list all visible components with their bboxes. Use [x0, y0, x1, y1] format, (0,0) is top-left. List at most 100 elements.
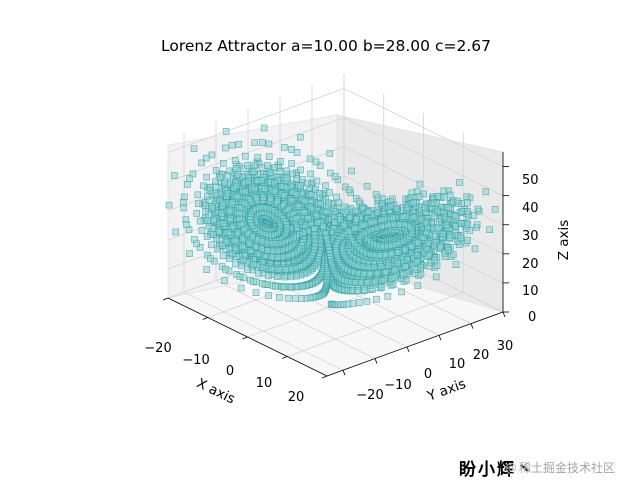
data-point: [289, 197, 296, 204]
data-point: [208, 241, 215, 249]
data-point: [434, 193, 441, 200]
data-point: [378, 223, 386, 230]
data-point: [316, 189, 323, 197]
data-point: [227, 215, 234, 222]
data-point: [435, 218, 443, 226]
data-point: [273, 273, 281, 281]
data-point: [244, 162, 251, 169]
x-tick: [202, 317, 208, 320]
data-point: [326, 189, 333, 196]
data-point: [440, 187, 448, 195]
data-point: [289, 170, 296, 178]
data-point: [308, 205, 316, 213]
data-point: [283, 184, 290, 192]
data-point: [486, 226, 494, 233]
grid-line: [343, 117, 504, 196]
data-point: [296, 133, 304, 141]
data-point: [297, 295, 305, 302]
data-point: [275, 293, 283, 301]
data-point: [277, 158, 284, 165]
data-point: [274, 254, 281, 261]
data-point: [258, 139, 266, 146]
data-point: [242, 187, 249, 195]
data-point: [431, 233, 439, 240]
data-point: [232, 260, 239, 268]
x-tick-labels: −20 −10 0 10 20: [144, 341, 304, 405]
data-point: [220, 220, 227, 227]
data-point: [251, 161, 259, 169]
data-point: [433, 207, 441, 215]
data-point: [282, 266, 289, 273]
data-point: [374, 194, 382, 202]
data-point: [183, 221, 190, 228]
data-point: [265, 272, 272, 279]
data-point: [195, 200, 202, 207]
data-point: [352, 207, 360, 215]
chart-title: Lorenz Attractor a=10.00 b=28.00 c=2.67: [161, 37, 491, 55]
data-point: [206, 187, 214, 194]
data-point: [333, 193, 340, 201]
data-point: [283, 174, 291, 182]
data-point: [441, 213, 448, 221]
data-point: [331, 208, 339, 215]
data-point: [228, 141, 236, 149]
data-point: [233, 182, 241, 190]
data-point: [313, 212, 321, 220]
data-point: [391, 274, 399, 281]
data-point: [287, 273, 295, 281]
data-point: [452, 261, 460, 269]
grid-line: [167, 88, 345, 153]
data-point: [196, 244, 204, 251]
data-point: [312, 186, 319, 193]
data-point: [456, 179, 463, 186]
data-point: [221, 277, 228, 284]
data-point: [293, 149, 301, 156]
x-tick-label: 10: [256, 376, 273, 391]
data-point: [240, 165, 247, 172]
data-point: [414, 282, 422, 290]
data-point: [357, 279, 365, 287]
data-point: [345, 186, 353, 194]
data-point: [245, 178, 252, 185]
data-point: [385, 262, 393, 269]
data-point: [251, 185, 259, 193]
data-point: [232, 165, 240, 172]
data-point: [415, 193, 423, 200]
data-point: [207, 255, 214, 262]
y-tick-label: 0: [424, 367, 432, 382]
data-point: [198, 227, 206, 234]
data-point: [193, 240, 200, 248]
data-point: [212, 167, 220, 174]
data-point: [261, 252, 269, 260]
data-point: [304, 179, 311, 187]
x-tick-label: 0: [226, 364, 234, 379]
z-tick-label: 10: [522, 284, 539, 299]
data-point: [464, 237, 471, 244]
z-tick-label: 30: [522, 229, 539, 244]
data-point: [171, 172, 178, 179]
data-point: [222, 265, 229, 273]
y-tick: [374, 358, 378, 364]
data-point: [254, 154, 262, 161]
data-point: [193, 210, 200, 217]
data-point: [449, 251, 457, 258]
data-point: [403, 270, 411, 277]
data-point: [239, 242, 246, 250]
y-tick-label: 30: [497, 339, 514, 354]
data-point: [354, 287, 362, 294]
y-tick-label: 10: [449, 357, 466, 372]
data-point: [261, 185, 269, 193]
data-point: [268, 253, 275, 261]
scatter-markers: [165, 124, 499, 309]
data-point: [378, 200, 386, 207]
data-point: [268, 265, 275, 273]
data-point: [267, 169, 275, 176]
data-point: [202, 202, 209, 210]
data-point: [297, 182, 304, 190]
data-point: [340, 222, 348, 230]
data-point: [250, 168, 258, 175]
data-point: [204, 217, 211, 225]
data-point: [265, 292, 272, 299]
data-point: [355, 197, 363, 205]
data-point: [281, 273, 288, 281]
